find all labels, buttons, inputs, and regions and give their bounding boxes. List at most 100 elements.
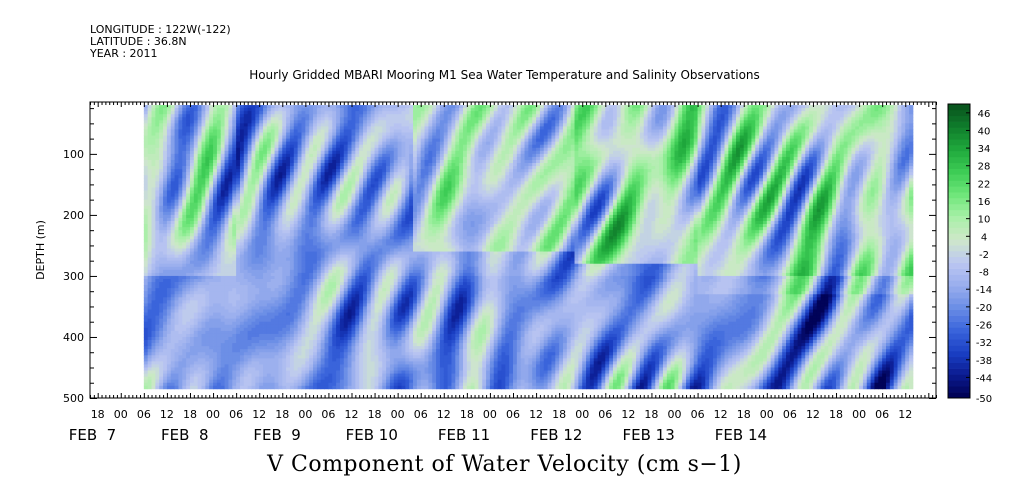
heatmap-cell	[263, 114, 267, 117]
heatmap-cell	[332, 303, 336, 306]
heatmap-cell	[232, 190, 236, 193]
heatmap-cell	[236, 218, 240, 221]
heatmap-cell	[175, 252, 179, 255]
heatmap-cell	[267, 120, 271, 123]
heatmap-cell	[148, 258, 152, 261]
heatmap-cell	[213, 175, 217, 178]
heatmap-cell	[236, 148, 240, 151]
heatmap-cell	[263, 331, 267, 334]
heatmap-cell	[175, 255, 179, 258]
heatmap-cell	[194, 200, 198, 203]
heatmap-cell	[182, 111, 186, 114]
heatmap-cell	[340, 194, 344, 197]
heatmap-cell	[221, 248, 225, 251]
heatmap-cell	[252, 212, 256, 215]
heatmap-cell	[263, 328, 267, 331]
heatmap-cell	[344, 203, 348, 206]
heatmap-cell	[259, 117, 263, 120]
heatmap-cell	[282, 184, 286, 187]
heatmap-cell	[198, 206, 202, 209]
heatmap-cell	[225, 212, 229, 215]
heatmap-cell	[271, 331, 275, 334]
heatmap-cell	[178, 349, 182, 352]
heatmap-cell	[232, 374, 236, 377]
heatmap-cell	[255, 181, 259, 184]
heatmap-cell	[205, 270, 209, 273]
heatmap-cell	[267, 331, 271, 334]
heatmap-cell	[298, 133, 302, 136]
heatmap-cell	[213, 142, 217, 145]
heatmap-cell	[186, 139, 190, 142]
heatmap-cell	[159, 187, 163, 190]
heatmap-cell	[171, 239, 175, 242]
heatmap-cell	[194, 136, 198, 139]
heatmap-cell	[313, 197, 317, 200]
heatmap-cell	[252, 133, 256, 136]
heatmap-cell	[348, 255, 352, 258]
heatmap-cell	[336, 288, 340, 291]
heatmap-cell	[244, 306, 248, 309]
heatmap-cell	[263, 316, 267, 319]
heatmap-cell	[240, 200, 244, 203]
heatmap-cell	[290, 325, 294, 328]
heatmap-cell	[286, 371, 290, 374]
heatmap-cell	[259, 316, 263, 319]
heatmap-cell	[282, 148, 286, 151]
heatmap-cell	[202, 215, 206, 218]
heatmap-cell	[240, 209, 244, 212]
heatmap-cell	[236, 255, 240, 258]
heatmap-cell	[236, 374, 240, 377]
heatmap-cell	[305, 117, 309, 120]
heatmap-cell	[336, 203, 340, 206]
heatmap-cell	[225, 163, 229, 166]
heatmap-cell	[213, 239, 217, 242]
heatmap-cell	[298, 352, 302, 355]
heatmap-cell	[178, 175, 182, 178]
heatmap-cell	[155, 386, 159, 389]
heatmap-cell	[255, 352, 259, 355]
heatmap-cell	[186, 322, 190, 325]
heatmap-cell	[244, 337, 248, 340]
heatmap-cell	[263, 133, 267, 136]
heatmap-cell	[194, 313, 198, 316]
heatmap-cell	[344, 380, 348, 383]
heatmap-cell	[244, 261, 248, 264]
heatmap-cell	[275, 310, 279, 313]
heatmap-cell	[248, 239, 252, 242]
heatmap-cell	[209, 285, 213, 288]
heatmap-cell	[186, 160, 190, 163]
heatmap-cell	[186, 343, 190, 346]
heatmap-cell	[248, 233, 252, 236]
heatmap-cell	[182, 285, 186, 288]
heatmap-cell	[313, 194, 317, 197]
heatmap-cell	[225, 181, 229, 184]
heatmap-cell	[240, 181, 244, 184]
heatmap-cell	[267, 322, 271, 325]
heatmap-cell	[248, 371, 252, 374]
heatmap-cell	[244, 136, 248, 139]
heatmap-cell	[171, 334, 175, 337]
heatmap-cell	[325, 303, 329, 306]
heatmap-cell	[236, 157, 240, 160]
heatmap-cell	[278, 230, 282, 233]
heatmap-cell	[209, 270, 213, 273]
heatmap-cell	[148, 291, 152, 294]
heatmap-cell	[228, 300, 232, 303]
heatmap-cell	[152, 230, 156, 233]
heatmap-cell	[159, 316, 163, 319]
heatmap-cell	[305, 215, 309, 218]
heatmap-cell	[144, 221, 148, 224]
heatmap-cell	[163, 297, 167, 300]
heatmap-cell	[221, 377, 225, 380]
heatmap-cell	[302, 203, 306, 206]
heatmap-cell	[202, 245, 206, 248]
heatmap-cell	[252, 166, 256, 169]
heatmap-cell	[328, 380, 332, 383]
heatmap-cell	[305, 258, 309, 261]
heatmap-cell	[302, 160, 306, 163]
heatmap-cell	[271, 325, 275, 328]
heatmap-cell	[213, 300, 217, 303]
heatmap-cell	[332, 236, 336, 239]
heatmap-cell	[182, 364, 186, 367]
heatmap-cell	[263, 261, 267, 264]
